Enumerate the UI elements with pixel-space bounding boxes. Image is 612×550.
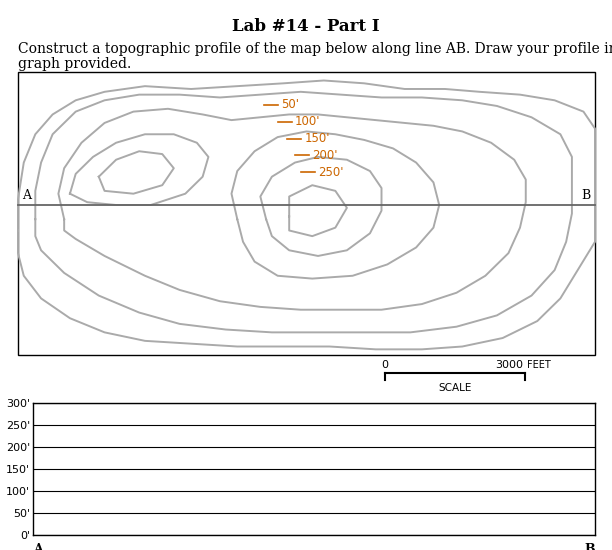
Text: Lab #14 - Part I: Lab #14 - Part I xyxy=(232,18,380,35)
Text: 250': 250' xyxy=(318,166,343,179)
Text: A: A xyxy=(33,543,43,550)
Text: 150': 150' xyxy=(304,132,330,145)
Text: 200': 200' xyxy=(312,149,337,162)
Text: B: B xyxy=(584,543,595,550)
Text: A: A xyxy=(22,189,31,202)
Y-axis label: ELEVATION: ELEVATION xyxy=(0,437,3,501)
Text: 0: 0 xyxy=(381,360,389,370)
Text: FEET: FEET xyxy=(527,360,551,370)
Text: 50': 50' xyxy=(282,98,299,111)
Text: graph provided.: graph provided. xyxy=(18,57,131,71)
Text: 100': 100' xyxy=(294,115,320,128)
Bar xyxy=(18,72,595,355)
Text: SCALE: SCALE xyxy=(438,383,472,393)
Text: Construct a topographic profile of the map below along line AB. Draw your profil: Construct a topographic profile of the m… xyxy=(18,42,612,56)
Text: B: B xyxy=(582,189,591,202)
Text: 3000: 3000 xyxy=(495,360,523,370)
